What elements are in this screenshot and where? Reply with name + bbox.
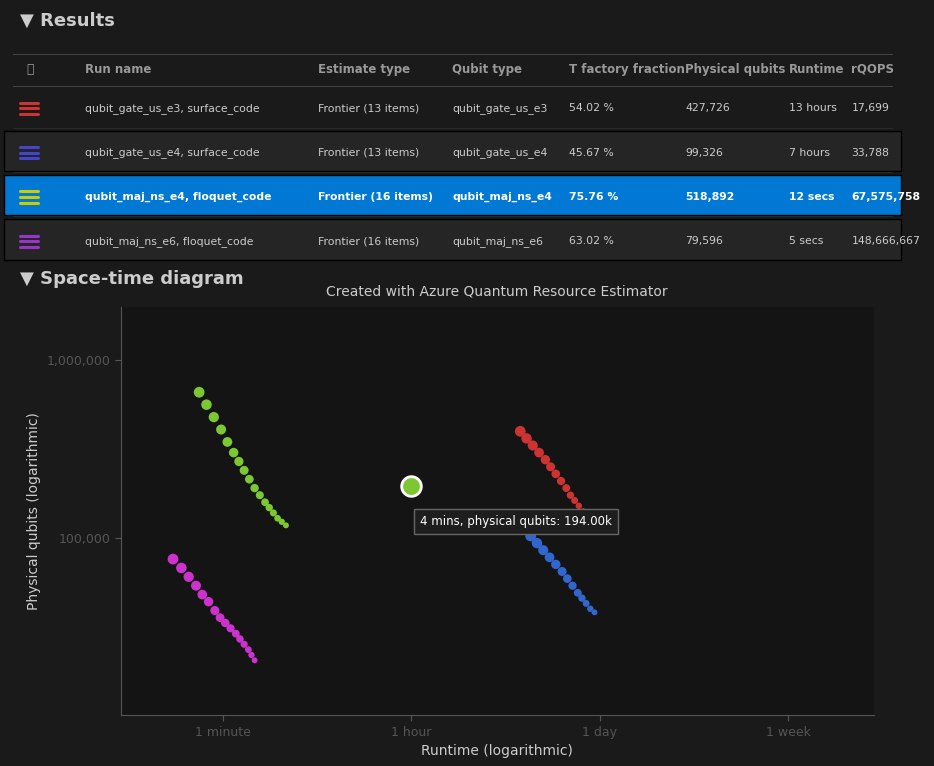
- FancyBboxPatch shape: [4, 219, 900, 260]
- Text: qubit_maj_ns_e6, floquet_code: qubit_maj_ns_e6, floquet_code: [85, 236, 253, 247]
- Text: ▼ Space-time diagram: ▼ Space-time diagram: [21, 270, 244, 287]
- Text: Frontier (16 items): Frontier (16 items): [318, 237, 419, 247]
- Text: qubit_gate_us_e3, surface_code: qubit_gate_us_e3, surface_code: [85, 103, 260, 114]
- Text: qubit_gate_us_e3: qubit_gate_us_e3: [452, 103, 547, 114]
- Text: qubit_gate_us_e4: qubit_gate_us_e4: [452, 147, 547, 159]
- Text: ⧉: ⧉: [26, 63, 34, 76]
- FancyBboxPatch shape: [4, 130, 900, 171]
- Text: qubit_maj_ns_e4, floquet_code: qubit_maj_ns_e4, floquet_code: [85, 192, 272, 202]
- Text: Physical qubits: Physical qubits: [686, 63, 785, 76]
- Text: 17,699: 17,699: [851, 103, 889, 113]
- Text: Run name: Run name: [85, 63, 151, 76]
- Text: 518,892: 518,892: [686, 192, 735, 202]
- Text: T factory fraction: T factory fraction: [569, 63, 685, 76]
- Text: 33,788: 33,788: [851, 148, 889, 158]
- Text: 79,596: 79,596: [686, 237, 723, 247]
- Text: 7 hours: 7 hours: [788, 148, 829, 158]
- Text: 45.67 %: 45.67 %: [569, 148, 614, 158]
- Text: 75.76 %: 75.76 %: [569, 192, 618, 202]
- Text: Runtime: Runtime: [788, 63, 844, 76]
- Text: 67,575,758: 67,575,758: [851, 192, 920, 202]
- Text: 12 secs: 12 secs: [788, 192, 834, 202]
- Text: 148,666,667: 148,666,667: [851, 237, 920, 247]
- Text: 54.02 %: 54.02 %: [569, 103, 614, 113]
- Text: qubit_maj_ns_e6: qubit_maj_ns_e6: [452, 236, 544, 247]
- Text: 5 secs: 5 secs: [788, 237, 823, 247]
- Text: 99,326: 99,326: [686, 148, 723, 158]
- Text: rQOPS: rQOPS: [851, 63, 895, 76]
- Text: qubit_gate_us_e4, surface_code: qubit_gate_us_e4, surface_code: [85, 147, 260, 159]
- Text: 13 hours: 13 hours: [788, 103, 837, 113]
- Text: qubit_maj_ns_e4: qubit_maj_ns_e4: [452, 192, 552, 202]
- FancyBboxPatch shape: [4, 175, 900, 215]
- Text: Qubit type: Qubit type: [452, 63, 522, 76]
- Text: Estimate type: Estimate type: [318, 63, 410, 76]
- Text: Frontier (13 items): Frontier (13 items): [318, 103, 419, 113]
- Text: Frontier (16 items): Frontier (16 items): [318, 192, 432, 202]
- Text: ▼ Results: ▼ Results: [21, 12, 115, 30]
- Text: Frontier (13 items): Frontier (13 items): [318, 148, 419, 158]
- Text: 63.02 %: 63.02 %: [569, 237, 614, 247]
- Text: 427,726: 427,726: [686, 103, 730, 113]
